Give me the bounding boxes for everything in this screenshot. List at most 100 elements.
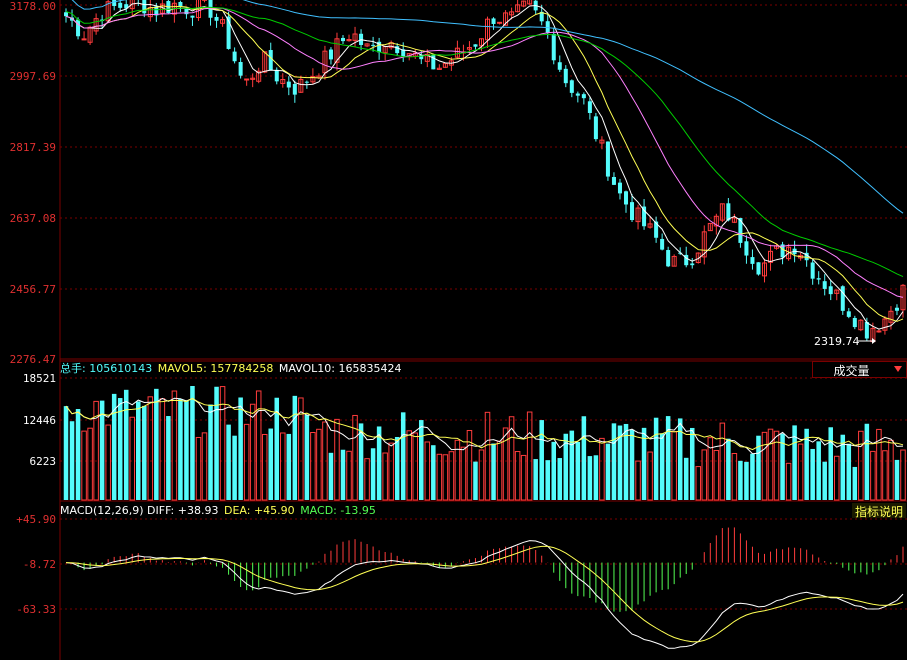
volume-bar	[822, 461, 827, 500]
candle-body	[539, 11, 544, 22]
volume-bar	[201, 432, 208, 501]
candle-body	[846, 311, 851, 317]
price-tick-label: 2637.08	[10, 212, 56, 225]
candle-body	[497, 21, 503, 24]
volume-bar	[442, 454, 449, 501]
candle-body	[352, 33, 358, 41]
volume-bar	[394, 436, 400, 500]
candle-body	[280, 78, 286, 84]
volume-total-value: 105610143	[89, 362, 153, 375]
volume-bar	[756, 435, 761, 500]
low-price-label: 2319.74	[814, 335, 860, 348]
volume-bar	[677, 418, 683, 500]
diff-label: DIFF:	[147, 504, 175, 517]
candle-body	[876, 330, 882, 333]
volume-bar	[424, 441, 431, 501]
volume-bar	[761, 431, 768, 501]
dea-line	[65, 545, 904, 643]
volume-dropdown-label: 成交量	[833, 364, 870, 378]
candle-body	[485, 18, 491, 41]
volume-bar	[81, 430, 87, 501]
volume-bar	[665, 416, 671, 500]
moving-average-lines	[65, 0, 904, 330]
candle-body	[431, 54, 436, 70]
diff-value: +38.93	[177, 504, 219, 517]
candle-body	[220, 19, 226, 24]
candle-body	[701, 231, 707, 258]
volume-bar	[738, 460, 743, 500]
candle-body	[731, 217, 737, 223]
macd-indicator-label: MACD(12,26,9)	[60, 504, 144, 517]
volume-legend: 总手: 105610143 MAVOL5: 157784258 MAVOL10:…	[60, 362, 402, 375]
volume-bar	[792, 425, 797, 500]
candle-body	[466, 47, 472, 50]
candle-body	[515, 4, 521, 13]
candle-body	[858, 319, 864, 331]
volume-bar	[93, 400, 99, 501]
volume-bar	[870, 450, 876, 501]
candle-body	[654, 221, 659, 238]
candle-body	[840, 286, 845, 311]
volume-bar	[316, 428, 322, 501]
candle-body	[695, 252, 701, 263]
volume-bar	[268, 428, 273, 500]
volume-tick-label: 6223	[30, 455, 57, 468]
volume-bar	[484, 411, 491, 501]
volume-bar	[219, 386, 226, 501]
volume-total-label: 总手:	[60, 362, 86, 375]
volume-bar	[539, 420, 544, 500]
volume-indicator-dropdown[interactable]: 成交量	[812, 361, 907, 378]
volume-bar	[816, 441, 821, 500]
volume-bar	[159, 398, 166, 501]
price-tick-label: 2997.69	[10, 70, 56, 83]
candle-body	[852, 317, 857, 328]
volume-bar	[599, 437, 605, 501]
volume-tick-label: 18521	[23, 372, 56, 385]
candle-body	[557, 62, 562, 70]
volume-bar	[689, 427, 695, 500]
candle-body	[371, 44, 376, 46]
volume-bar	[750, 453, 755, 500]
candle-body	[611, 177, 616, 185]
candle-body	[780, 244, 785, 258]
volume-bar	[840, 434, 846, 500]
candle-body	[154, 6, 159, 16]
volume-bar	[117, 398, 123, 500]
candle-body	[238, 62, 243, 76]
volume-bar	[376, 426, 382, 500]
volume-bar	[647, 451, 653, 501]
volume-bar	[147, 396, 154, 501]
volume-bar	[876, 428, 882, 501]
volume-bar	[322, 421, 328, 501]
indicator-help-button[interactable]: 指标说明	[852, 503, 906, 519]
candle-body	[334, 38, 340, 63]
dropdown-arrow-icon	[894, 366, 902, 372]
volume-bar	[882, 450, 888, 501]
volume-bar	[208, 404, 213, 500]
volume-bar	[731, 452, 738, 501]
volume-bar	[726, 438, 731, 500]
volume-bar	[629, 429, 635, 500]
candle-body	[864, 322, 869, 339]
candle-body	[124, 4, 129, 9]
volume-bar	[255, 390, 262, 501]
candle-body	[214, 16, 219, 21]
volume-bar	[249, 403, 256, 501]
candle-body	[713, 215, 719, 227]
candle-body	[250, 77, 256, 80]
candle-body	[605, 141, 610, 177]
candle-body	[346, 39, 352, 42]
candle-body	[454, 47, 460, 58]
volume-bar	[310, 432, 316, 501]
volume-bar	[713, 449, 720, 501]
candle-body	[707, 222, 713, 232]
dea-label: DEA:	[224, 504, 251, 517]
candle-body	[761, 262, 768, 277]
volume-bar	[496, 440, 503, 501]
volume-bars	[63, 385, 906, 501]
candle-body	[105, 1, 111, 22]
ma10-line	[65, 5, 904, 322]
volume-bar	[154, 388, 159, 500]
candle-body	[684, 254, 689, 266]
